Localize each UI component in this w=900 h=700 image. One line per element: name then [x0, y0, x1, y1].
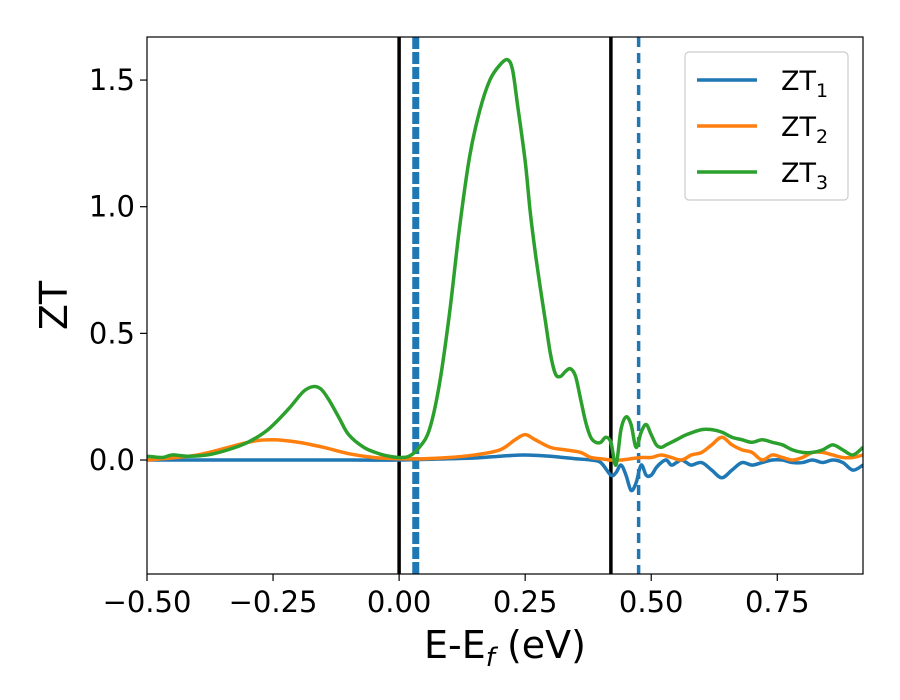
x-axis-label-main: E-E — [424, 623, 486, 667]
legend-box — [684, 51, 849, 201]
x-tick-label: 0.00 — [367, 585, 432, 619]
legend-label: ZT1 — [781, 66, 828, 102]
plot-frame — [146, 36, 864, 575]
legend-item-zt3: ZT3 — [697, 158, 828, 194]
x-axis-label: E-Ef (eV) — [424, 623, 586, 673]
legend-item-zt2: ZT2 — [697, 112, 828, 148]
x-axis-label-unit: (eV) — [495, 623, 586, 667]
legend-label: ZT2 — [781, 112, 828, 148]
y-tick-label: 1.0 — [89, 190, 135, 224]
y-tick-label: 1.5 — [89, 63, 135, 97]
legend-label: ZT3 — [781, 158, 828, 194]
series-line-zt2 — [147, 432, 863, 462]
y-axis-label: ZT — [32, 280, 76, 330]
x-axis-ticks: −0.50 −0.25 0.00 0.25 0.50 0.75 — [103, 574, 810, 619]
series-line-zt1 — [147, 453, 863, 493]
x-tick-label: −0.25 — [229, 585, 318, 619]
series-layer — [147, 57, 863, 493]
series-line-zt3 — [147, 57, 863, 467]
y-axis-ticks: 0.0 0.5 1.0 1.5 — [89, 63, 147, 477]
y-tick-label: 0.5 — [89, 316, 135, 350]
x-tick-label: 0.25 — [493, 585, 558, 619]
legend-item-zt1: ZT1 — [697, 66, 828, 102]
x-tick-label: 0.75 — [745, 585, 810, 619]
y-tick-label: 0.0 — [89, 443, 135, 477]
vertical-reference-lines — [397, 37, 641, 574]
x-tick-label: 0.50 — [619, 585, 684, 619]
x-tick-label: −0.50 — [103, 585, 192, 619]
legend: ZT1 ZT2 ZT3 — [684, 51, 849, 201]
